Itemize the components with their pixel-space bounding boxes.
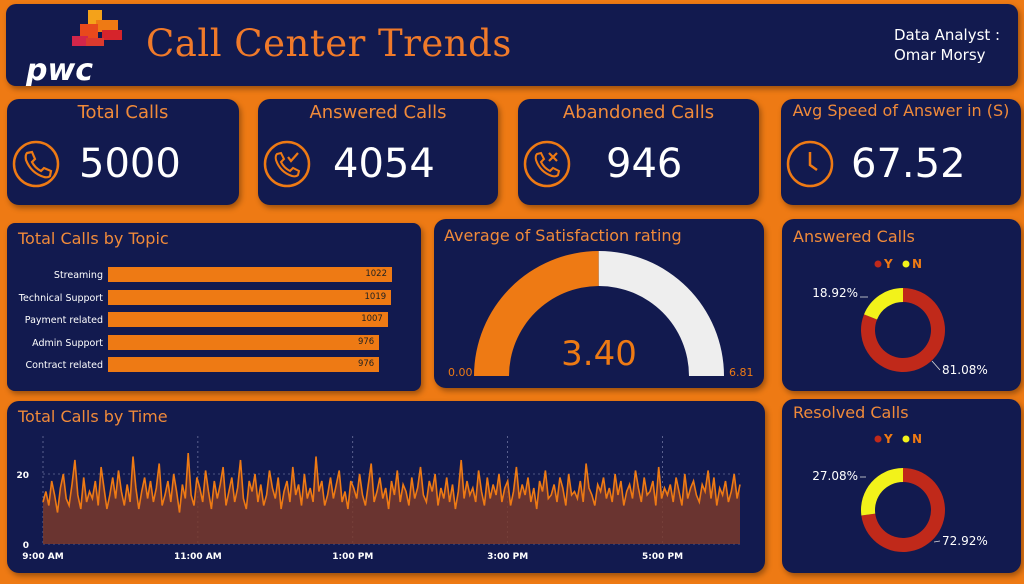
page-title: Call Center Trends (146, 22, 512, 65)
bar: 1019 (108, 289, 392, 305)
resolved-calls-donut-panel: Resolved Calls Y N 72.92% 27.08% (782, 399, 1021, 573)
resolved-calls-donut: Y N 72.92% 27.08% (812, 432, 988, 552)
x-tick-label: 11:00 AM (174, 552, 222, 562)
y-tick-label: 20 (16, 471, 29, 481)
topic-bar-chart: Streaming 1022 Technical Support 1019 Paymen… (7, 267, 407, 382)
answered-calls-donut: Y N 81.08% 18.92% (812, 257, 988, 377)
gauge-value-arc (474, 251, 599, 376)
gauge-remaining-arc (598, 251, 724, 376)
bar-category-label: Contract related (25, 360, 104, 371)
kpi-total-calls: Total Calls 5000 (7, 99, 239, 205)
kpi-answered-calls: Answered Calls 4054 (258, 99, 498, 205)
kpi-value: 4054 (333, 141, 435, 187)
topic-chart-panel: Total Calls by Topic Streaming 1022 Techni… (7, 223, 421, 391)
donut-slice (861, 468, 903, 516)
analyst-credit: Data Analyst : Omar Morsy (894, 25, 1000, 65)
legend-dot (902, 260, 910, 268)
kpi-avg-speed: Avg Speed of Answer in (S) 67.52 (781, 99, 1021, 205)
legend-label: Y (883, 257, 893, 271)
time-area-chart: 0 20 9:00 AM 11:00 AM 1:00 PM 3:00 PM 5:00 PM (16, 436, 741, 562)
bar-value-label: 976 (357, 359, 375, 369)
logo-text: pwc (25, 53, 93, 86)
legend-label: Y (883, 432, 893, 446)
bar-category-label: Payment related (24, 315, 103, 326)
donut-percent-label: 18.92% (812, 286, 858, 300)
donut-slice (864, 288, 903, 320)
phone-check-icon (263, 140, 311, 188)
legend-label: N (912, 432, 922, 446)
analyst-label: Data Analyst : (894, 26, 1001, 44)
legend-label: N (912, 257, 922, 271)
bar-category-label: Technical Support (18, 292, 103, 304)
chart-title: Resolved Calls (793, 403, 909, 422)
gauge-value-label: 3.40 (561, 334, 637, 374)
series-line (42, 452, 741, 513)
phone-x-icon (523, 140, 571, 188)
satisfaction-gauge: 3.40 0.00 6.81 (448, 251, 754, 379)
kpi-abandoned-calls: Abandoned Calls 946 (518, 99, 759, 205)
legend-dot (874, 260, 882, 268)
kpi-title: Answered Calls (309, 102, 447, 123)
bar-value-label: 976 (357, 336, 375, 347)
kpi-title: Total Calls (77, 102, 169, 123)
clock-icon (786, 140, 834, 188)
donut-leader-line (931, 360, 941, 371)
bar: 976 (108, 334, 380, 350)
donut-slice (861, 468, 945, 552)
time-chart-panel: Total Calls by Time 0 20 9:00 AM 11:00 AM 1:… (7, 401, 765, 573)
phone-icon (12, 140, 60, 188)
bar: 1007 (108, 312, 388, 327)
satisfaction-gauge-panel: Average of Satisfaction rating 3.40 0.00 6… (434, 219, 764, 388)
chart-title: Average of Satisfaction rating (444, 226, 682, 245)
bar-value-label: 1019 (364, 291, 387, 302)
analyst-name: Omar Morsy (894, 46, 986, 64)
chart-title: Answered Calls (793, 227, 915, 246)
bar: 976 (108, 357, 380, 372)
chart-title: Total Calls by Time (18, 407, 168, 426)
kpi-value: 5000 (79, 141, 181, 187)
x-tick-label: 1:00 PM (332, 552, 373, 562)
x-tick-label: 3:00 PM (487, 552, 528, 562)
legend-dot (902, 435, 910, 443)
gauge-min-label: 0.00 (448, 366, 473, 379)
pwc-logo: pwc (25, 10, 122, 86)
chart-title: Total Calls by Topic (18, 229, 169, 248)
answered-calls-donut-panel: Answered Calls Y N 81.08% 18.92% (782, 219, 1021, 391)
donut-percent-label: 27.08% (812, 469, 858, 483)
gauge-max-label: 6.81 (729, 366, 754, 379)
donut-percent-label: 81.08% (942, 363, 988, 377)
kpi-value: 67.52 (851, 141, 966, 187)
kpi-title: Avg Speed of Answer in (S) (792, 101, 1010, 120)
bar-category-label: Streaming (53, 270, 103, 281)
bar-category-label: Admin Support (32, 337, 103, 349)
y-tick-label: 0 (23, 541, 29, 551)
kpi-value: 946 (606, 141, 683, 187)
bar-value-label: 1022 (365, 269, 387, 279)
bar-value-label: 1007 (361, 314, 383, 324)
x-tick-label: 9:00 AM (22, 552, 63, 562)
donut-percent-label: 72.92% (942, 534, 988, 548)
bar: 1022 (108, 267, 392, 282)
x-tick-label: 5:00 PM (642, 552, 683, 562)
legend-dot (874, 435, 882, 443)
area-fill (43, 453, 740, 544)
donut-slice (861, 288, 945, 372)
header-bar: pwc Call Center Trends Data Analyst : Om… (6, 4, 1018, 86)
kpi-title: Abandoned Calls (562, 102, 715, 123)
donut-leader-line (933, 540, 941, 543)
